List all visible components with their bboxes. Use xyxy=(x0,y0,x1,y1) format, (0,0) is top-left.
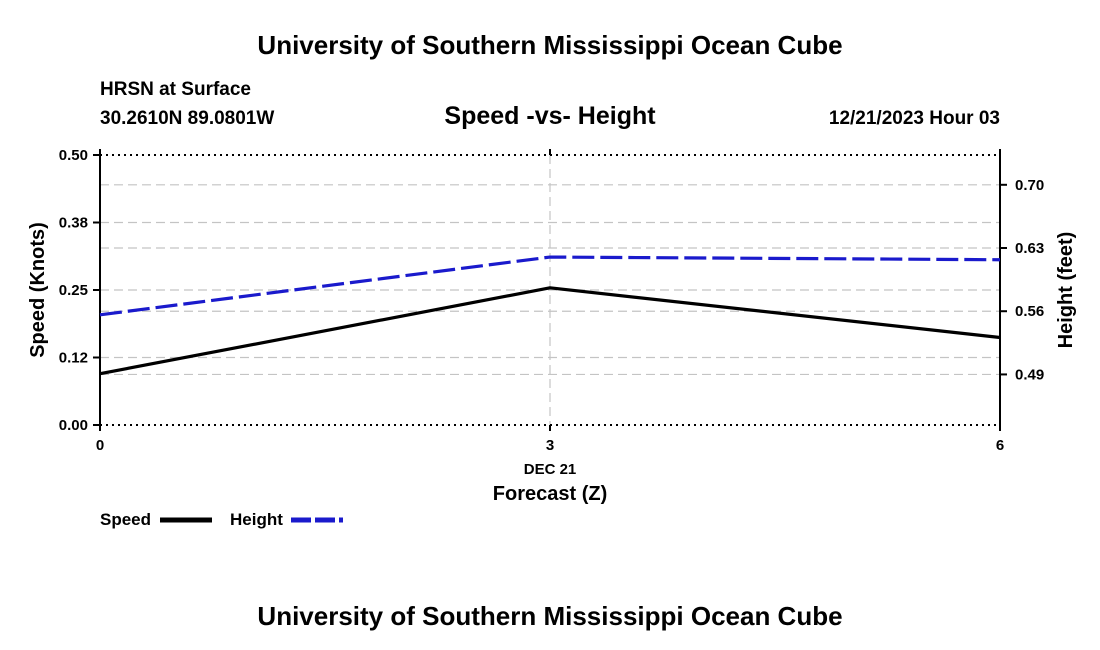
tick-label-x-3: 3 xyxy=(546,437,554,454)
y-left-axis-label: Speed (Knots) xyxy=(27,222,49,358)
tick-label-right-0.49: 0.49 xyxy=(1015,366,1044,383)
datetime-label: 12/21/2023 Hour 03 xyxy=(829,108,1000,129)
tick-label-x-6: 6 xyxy=(996,437,1004,454)
x-axis-label: Forecast (Z) xyxy=(493,483,607,505)
axes xyxy=(93,149,1007,431)
y-right-axis-label: Height (feet) xyxy=(1055,232,1077,349)
footer-title: University of Southern Mississippi Ocean… xyxy=(257,601,842,631)
tick-labels: 0.00 0.12 0.25 0.38 0.50 0.49 0.56 0.63 0.70 0 3 6 xyxy=(59,147,1044,454)
series-lines xyxy=(99,255,1001,376)
tick-label-left-0.00: 0.00 xyxy=(59,417,88,434)
coords-label: 30.2610N 89.0801W xyxy=(100,108,274,129)
legend: Speed Height xyxy=(100,510,343,529)
legend-speed-label: Speed xyxy=(100,510,151,529)
tick-label-right-0.63: 0.63 xyxy=(1015,240,1044,257)
tick-label-left-0.38: 0.38 xyxy=(59,215,88,232)
legend-height-label: Height xyxy=(230,510,283,529)
tick-label-right-0.70: 0.70 xyxy=(1015,177,1044,194)
chart-title: Speed -vs- Height xyxy=(444,102,656,130)
tick-label-left-0.12: 0.12 xyxy=(59,350,88,367)
tick-label-x-0: 0 xyxy=(96,437,104,454)
station-label: HRSN at Surface xyxy=(100,79,251,100)
series-line-height xyxy=(99,255,1001,317)
series-line-speed xyxy=(99,286,1001,376)
tick-label-right-0.56: 0.56 xyxy=(1015,303,1044,320)
tick-label-left-0.25: 0.25 xyxy=(59,282,88,299)
x-date-label: DEC 21 xyxy=(524,461,577,478)
tick-label-left-0.50: 0.50 xyxy=(59,147,88,164)
page-title: University of Southern Mississippi Ocean… xyxy=(257,30,842,60)
grid-lines xyxy=(100,155,1000,425)
